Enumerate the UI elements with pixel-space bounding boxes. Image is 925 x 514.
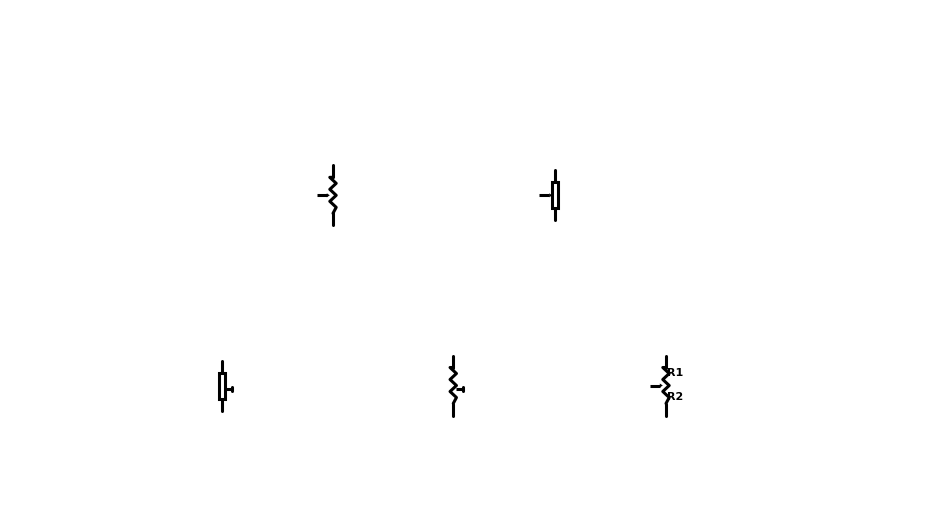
Bar	[219, 373, 225, 398]
Text: R2: R2	[667, 393, 684, 402]
Bar	[552, 182, 558, 208]
Text: R1: R1	[667, 369, 684, 378]
Polygon shape	[327, 193, 330, 197]
Polygon shape	[549, 193, 552, 197]
Polygon shape	[660, 383, 663, 388]
